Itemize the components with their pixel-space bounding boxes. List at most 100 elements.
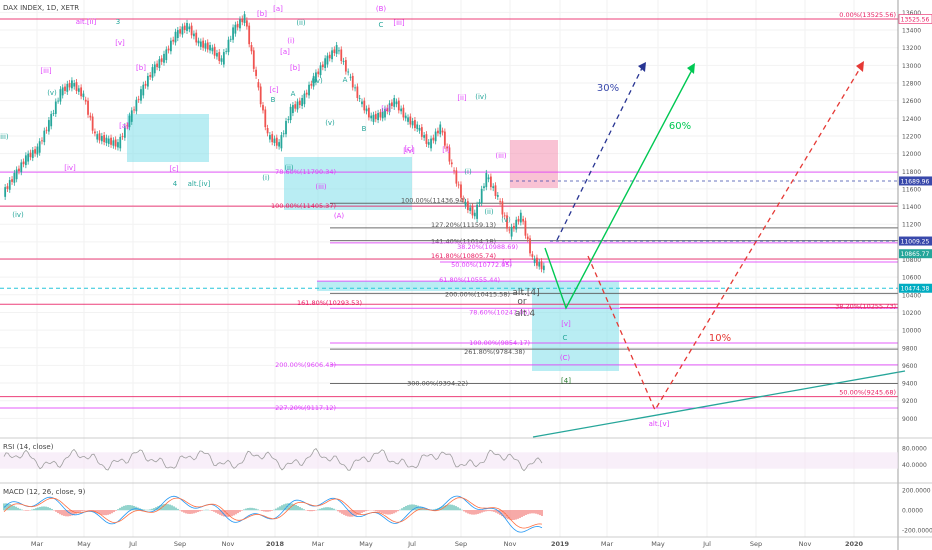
macd-histogram-bar [343, 510, 345, 515]
macd-histogram-bar [335, 509, 337, 511]
macd-histogram-bar [309, 510, 311, 512]
price-series [4, 11, 545, 274]
macd-histogram-bar [229, 510, 231, 517]
macd-histogram-bar [235, 510, 237, 515]
macd-histogram-bar [59, 510, 61, 515]
macd-histogram-bar [329, 507, 331, 511]
macd-histogram-bar [283, 504, 285, 511]
candle-body [363, 100, 366, 111]
macd-histogram-bar [231, 510, 233, 517]
macd-histogram-bar [477, 510, 479, 514]
macd-histogram-bar [389, 510, 391, 515]
macd-histogram-bar [325, 507, 327, 511]
macd-histogram-bar [321, 508, 323, 511]
candle-body [326, 55, 329, 65]
macd-histogram-bar [49, 507, 51, 511]
candle-body [356, 86, 359, 99]
macd-histogram-bar [251, 507, 253, 511]
candle-body [404, 115, 407, 119]
candle-body [540, 261, 543, 270]
candle-body [80, 87, 83, 97]
candle-body [142, 84, 145, 96]
candle-body [496, 195, 499, 197]
fib-label: 300.00%(9394.22) [407, 380, 468, 388]
candle-body [427, 142, 430, 145]
macd-histogram-bar [413, 504, 415, 511]
macd-histogram-bar [275, 508, 277, 511]
candle-body [158, 59, 161, 69]
projections [532, 61, 906, 438]
y-tick-label: 13400 [902, 28, 921, 35]
macd-histogram-bar [401, 508, 403, 511]
candle-body [331, 50, 333, 60]
candle-body [54, 101, 57, 114]
macd-histogram-bar [331, 507, 333, 511]
macd-histogram-bar [445, 504, 447, 511]
macd-histogram-bar [511, 510, 513, 521]
macd-histogram-bar [391, 510, 393, 515]
macd-histogram-bar [111, 510, 113, 514]
candle-body [531, 254, 534, 257]
macd-histogram-bar [35, 508, 37, 511]
pink-zone [510, 140, 558, 188]
y-tick-label: 9400 [902, 381, 917, 388]
candle-body [361, 101, 363, 105]
y-tick-label: 9800 [902, 345, 917, 352]
macd-histogram-bar [493, 510, 495, 512]
macd-histogram-bar [387, 510, 389, 515]
fib-label: 100.00%(11405.37) [271, 202, 336, 210]
macd-histogram-bar [475, 510, 477, 515]
macd-histogram-bar [333, 508, 335, 511]
macd-histogram-bar [411, 504, 413, 511]
candle-body [292, 105, 294, 114]
macd-histogram-bar [407, 505, 409, 511]
candle-body [384, 108, 386, 118]
wave-label: [iv] [403, 147, 415, 155]
macd-histogram-bar [515, 510, 517, 520]
macd-histogram-bar [27, 510, 29, 511]
candle-body [64, 86, 66, 91]
macd-histogram-bar [487, 510, 489, 512]
fib-label: 141.40%(11014.18) [431, 238, 496, 246]
macd-histogram-bar [535, 510, 537, 514]
macd-histogram-bar [171, 505, 173, 511]
macd-histogram-bar [509, 510, 511, 520]
candle-body [365, 108, 368, 112]
candle-body [119, 136, 122, 149]
macd-histogram-bar [455, 506, 457, 511]
candle-body [285, 120, 287, 135]
macd-histogram-bar [89, 510, 91, 511]
x-tick-label: Sep [455, 540, 467, 548]
candle-body [186, 23, 188, 31]
candle-body [15, 169, 18, 180]
rsi-band [0, 452, 898, 469]
x-tick-label: Nov [504, 540, 517, 548]
macd-histogram-bar [101, 510, 103, 515]
macd-tick: 200.0000 [902, 488, 931, 495]
macd-histogram-bar [527, 510, 529, 515]
candle-body [190, 25, 193, 36]
macd-histogram-bar [223, 510, 225, 517]
macd-histogram-bar [301, 508, 303, 511]
candle-body [41, 140, 43, 142]
candle-body [75, 82, 78, 91]
macd-histogram-bar [63, 510, 65, 516]
wave-label: (iii) [315, 183, 327, 191]
candle-body [239, 19, 241, 29]
candle-body [91, 116, 94, 131]
candle-body [533, 258, 536, 264]
rsi-line [3, 448, 543, 472]
wave-label: (v) [501, 216, 511, 224]
candle-body [517, 218, 520, 222]
price-tag: 13525.56 [901, 16, 930, 23]
candle-body [439, 124, 442, 135]
x-tick-label: Sep [750, 540, 762, 548]
candle-body [135, 99, 138, 112]
candle-body [296, 101, 299, 110]
candle-body [165, 49, 168, 61]
macd-histogram-bar [75, 510, 77, 514]
candle-body [347, 71, 350, 73]
macd-histogram-bar [439, 507, 441, 511]
projection-percent: 60% [669, 121, 691, 132]
macd-histogram-bar [525, 510, 527, 515]
